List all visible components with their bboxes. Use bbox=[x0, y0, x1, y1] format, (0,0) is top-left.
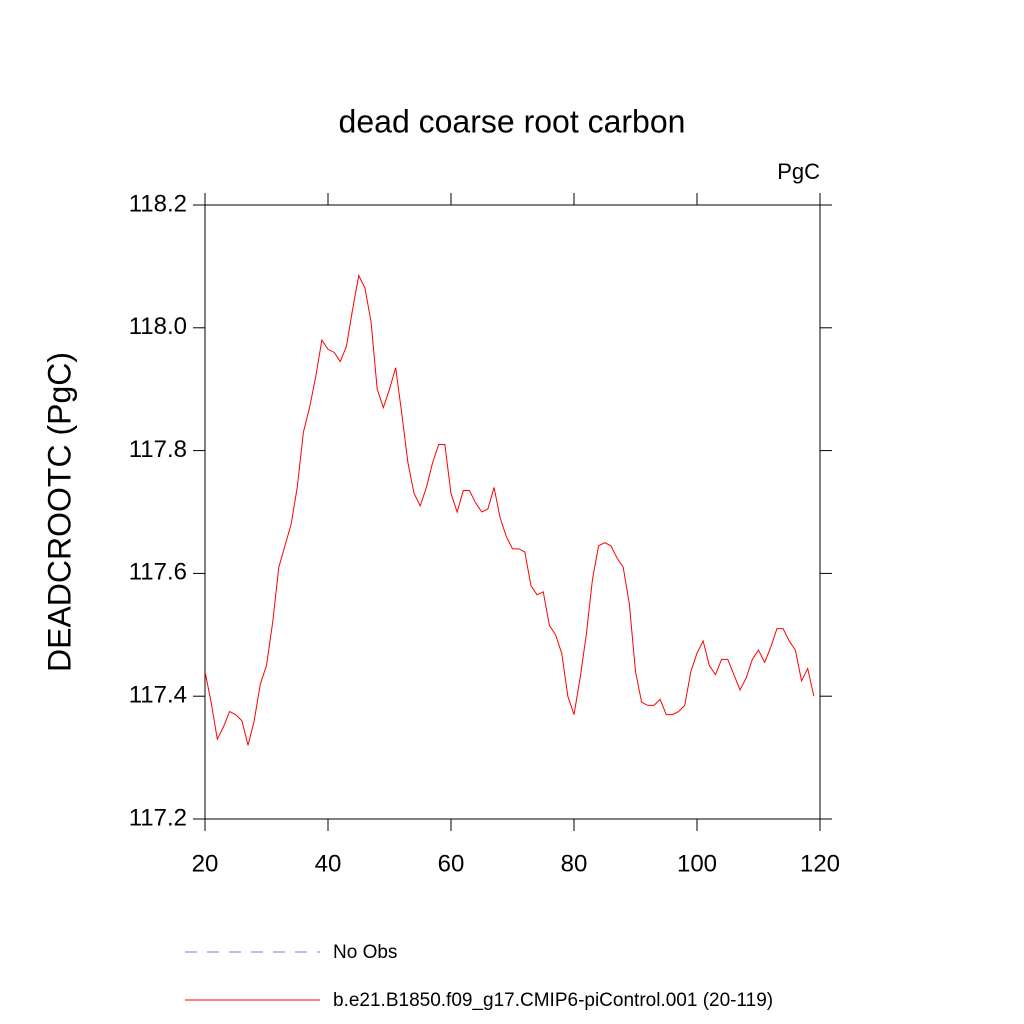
x-tick-label: 120 bbox=[800, 850, 840, 877]
series-line bbox=[204, 274, 815, 746]
y-tick-label: 117.6 bbox=[129, 559, 187, 586]
y-axis-label: DEADCROOTC (PgC) bbox=[41, 352, 77, 672]
y-tick-label: 117.4 bbox=[129, 682, 187, 709]
units-label: PgC bbox=[777, 159, 820, 184]
y-tick-label: 117.8 bbox=[129, 436, 187, 463]
legend-label: No Obs bbox=[333, 942, 397, 963]
y-tick-label: 118.2 bbox=[129, 190, 187, 217]
x-tick-label: 20 bbox=[192, 850, 219, 877]
y-tick-label: 117.2 bbox=[129, 804, 187, 831]
legend-label: b.e21.B1850.f09_g17.CMIP6-piControl.001 … bbox=[333, 990, 773, 1011]
x-tick-label: 80 bbox=[561, 850, 588, 877]
x-tick-label: 40 bbox=[315, 850, 342, 877]
chart-title: dead coarse root carbon bbox=[339, 103, 686, 139]
x-tick-label: 60 bbox=[438, 850, 465, 877]
y-tick-label: 118.0 bbox=[129, 313, 187, 340]
plot-frame bbox=[204, 204, 821, 820]
x-tick-label: 100 bbox=[677, 850, 717, 877]
